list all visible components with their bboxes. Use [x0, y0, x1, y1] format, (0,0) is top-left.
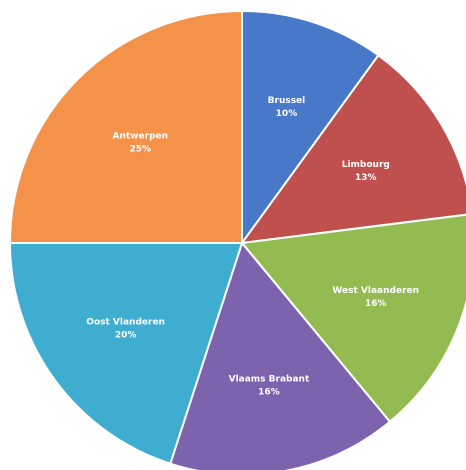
slice-percent-brussel: 10%: [276, 109, 298, 119]
pie-slice-antwerpen: [10, 11, 242, 243]
slice-label-oost-vlanderen: Oost Vlanderen: [86, 318, 165, 328]
slice-percent-vlaams-brabant: 16%: [258, 387, 280, 397]
slice-label-west-vlaanderen: West Vlaanderen: [332, 286, 419, 296]
pie-slices: [10, 11, 466, 470]
slice-label-vlaams-brabant: Vlaams Brabant: [229, 374, 310, 384]
slice-percent-west-vlaanderen: 16%: [365, 299, 387, 309]
slice-label-limbourg: Limbourg: [342, 160, 390, 170]
slice-label-antwerpen: Antwerpen: [113, 131, 169, 141]
slice-percent-limbourg: 13%: [355, 173, 377, 183]
slice-label-brussel: Brussel: [268, 96, 306, 106]
slice-percent-oost-vlanderen: 20%: [115, 331, 137, 341]
slice-percent-antwerpen: 25%: [130, 144, 152, 154]
